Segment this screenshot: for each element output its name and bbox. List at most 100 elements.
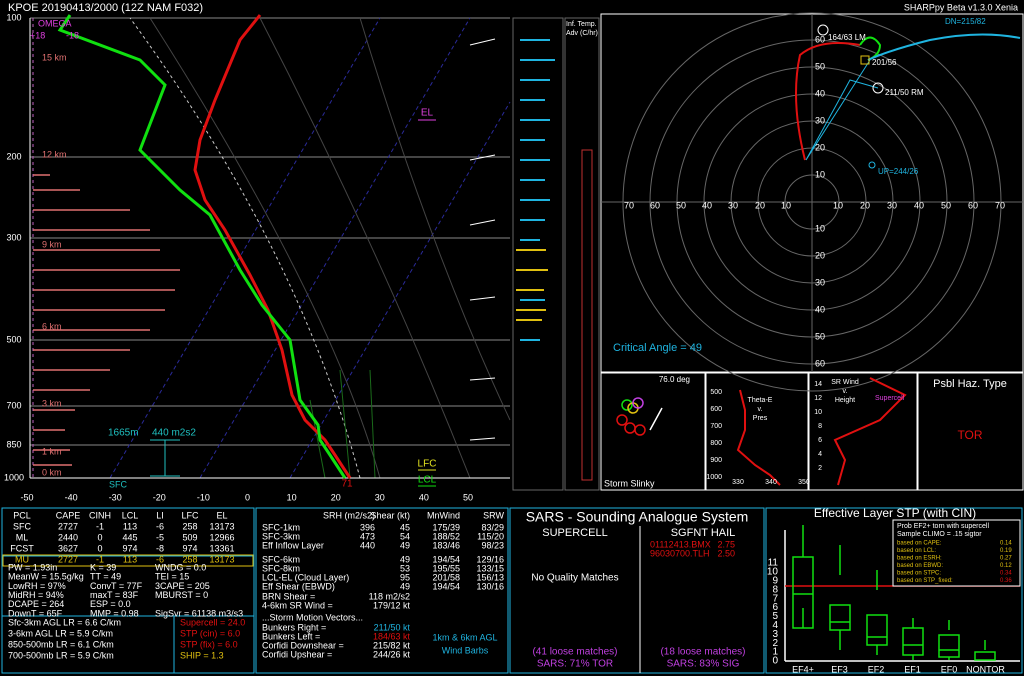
ring-label: 40 — [815, 88, 825, 98]
sr-wind-title: SR Wind — [831, 379, 859, 386]
parcel-cell: 974 — [182, 543, 197, 553]
ring-label: 60 — [968, 200, 978, 210]
barb-label: Wind Barbs — [442, 645, 489, 655]
kin-cell: 49 — [400, 581, 410, 591]
kin-header: SRW — [483, 510, 504, 520]
parcel-cell: SFC — [13, 521, 32, 531]
sars-message: No Quality Matches — [531, 573, 618, 584]
pressure-label: 800 — [710, 440, 722, 447]
height-label: 9 km — [42, 239, 62, 249]
height-label: 0 km — [42, 467, 62, 477]
temp-label: 0 — [245, 492, 250, 502]
parcel-cell: 113 — [123, 521, 137, 531]
pressure-label: 500 — [6, 334, 21, 344]
theta-label: 350 — [798, 479, 810, 486]
parcel-header: CINH — [89, 510, 111, 520]
theta-e-title: Theta-E — [748, 397, 773, 404]
ring-label: 30 — [815, 115, 825, 125]
hodograph — [601, 13, 1023, 391]
ring-label: 50 — [676, 200, 686, 210]
kin-header: SRH (m2/s2) — [323, 510, 375, 520]
stp-title: Effective Layer STP (with CIN) — [814, 506, 976, 520]
parcel-cell: 2727 — [58, 521, 78, 531]
parcel-header: LCL — [122, 510, 139, 520]
stp-legend: based on EBWD: — [897, 563, 943, 569]
temp-label: -10 — [197, 492, 210, 502]
kin-cell: 98/23 — [481, 540, 504, 550]
parcel-cell: 0 — [97, 532, 102, 542]
height-label: 4 — [818, 451, 822, 458]
sars-pct: SARS: 83% SIG — [667, 659, 740, 670]
parcel-header: LI — [156, 510, 164, 520]
ring-label: 50 — [815, 331, 825, 341]
ring-label: 10 — [833, 200, 843, 210]
pressure-label: 850 — [6, 439, 21, 449]
theta-label: 340 — [765, 479, 777, 486]
stp-legend-title: Sample CLIMO = .15 sigtor — [897, 531, 982, 538]
temp-adv-title: Inf. Temp. — [566, 21, 597, 28]
pressure-label: 900 — [710, 457, 722, 464]
lapse-rate: 700-500mb LR = 5.9 C/km — [8, 650, 114, 660]
theta-e-profile — [738, 390, 780, 485]
stp-legend: based on ESRH: — [897, 556, 942, 562]
height-label: 8 — [818, 423, 822, 430]
lapse-rate: 3-6km AGL LR = 5.9 C/km — [8, 628, 113, 638]
temp-label: 30 — [375, 492, 385, 502]
parcel-header: EL — [216, 510, 227, 520]
version: SHARPpy Beta v1.3.0 Xenia — [904, 2, 1018, 12]
temp-adv-title: Adv (C/hr) — [566, 30, 598, 37]
pressure-label: 200 — [6, 151, 21, 161]
kin-header: Shear (kt) — [370, 510, 410, 520]
temp-adv-bars — [516, 40, 592, 480]
ring-label: 60 — [815, 358, 825, 368]
inflow-depth: 1665m — [108, 428, 139, 439]
ring-label: 40 — [815, 304, 825, 314]
stp-category: EF3 — [831, 664, 848, 674]
sars-loose: (41 loose matches) — [532, 647, 617, 658]
ring-label: 60 — [815, 34, 825, 44]
pressure-label: 700 — [710, 423, 722, 430]
pressure-label: 700 — [6, 400, 21, 410]
ring-label: 70 — [624, 200, 634, 210]
parcel-cell: 13173 — [209, 554, 234, 564]
stp-legend: based on LCL: — [897, 548, 936, 554]
composite: STP (cin) = 6.0 — [180, 628, 240, 638]
parcel-header: CAPE — [56, 510, 81, 520]
height-label: 12 km — [42, 149, 67, 159]
parcel-cell: 445 — [122, 532, 137, 542]
kin-param: 4-6km SR Wind = — [262, 600, 333, 610]
dn-label: DN=215/82 — [945, 17, 986, 26]
composite: SHIP = 1.3 — [180, 650, 224, 660]
parcel-cell: -1 — [96, 521, 104, 531]
parcel-cell: 2440 — [58, 532, 78, 542]
parcel-cell: -8 — [156, 543, 164, 553]
sars-pct: SARS: 71% TOR — [537, 659, 613, 670]
lapse-rate: Sfc-3km AGL LR = 6.6 C/km — [8, 617, 121, 627]
parcel-cell: 3627 — [58, 543, 78, 553]
composite: Supercell = 24.0 — [180, 617, 245, 627]
stp-legend-title: Prob EF2+ torn with supercell — [897, 523, 989, 530]
stp-category: EF0 — [941, 664, 958, 674]
parcel-cell: 509 — [182, 532, 197, 542]
ring-label: 20 — [860, 200, 870, 210]
ring-label: 30 — [887, 200, 897, 210]
omega-range: +18 — [30, 30, 45, 40]
stp-legend: based on CAPE: — [897, 541, 942, 547]
rm-label: 211/50 RM — [885, 88, 924, 97]
sars-supercell: SUPERCELL — [542, 527, 607, 539]
stp-legend-value: 0.34 — [1000, 571, 1012, 577]
stp-category: NONTOR — [966, 664, 1005, 674]
parcel-cell: -5 — [156, 532, 164, 542]
hazard-type: TOR — [957, 428, 982, 442]
ring-label: 10 — [781, 200, 791, 210]
hail-value: 2.50 — [717, 548, 735, 558]
ring-label: 20 — [815, 142, 825, 152]
kin-cell: 183/46 — [432, 540, 460, 550]
height-label: 6 — [818, 437, 822, 444]
parcel-cell: 2727 — [58, 554, 78, 564]
barb-label: 1km & 6km AGL — [432, 632, 497, 642]
height-label: 1 km — [42, 446, 62, 456]
parcel-cell: 974 — [122, 543, 137, 553]
theta-e-title: v. — [758, 406, 763, 413]
